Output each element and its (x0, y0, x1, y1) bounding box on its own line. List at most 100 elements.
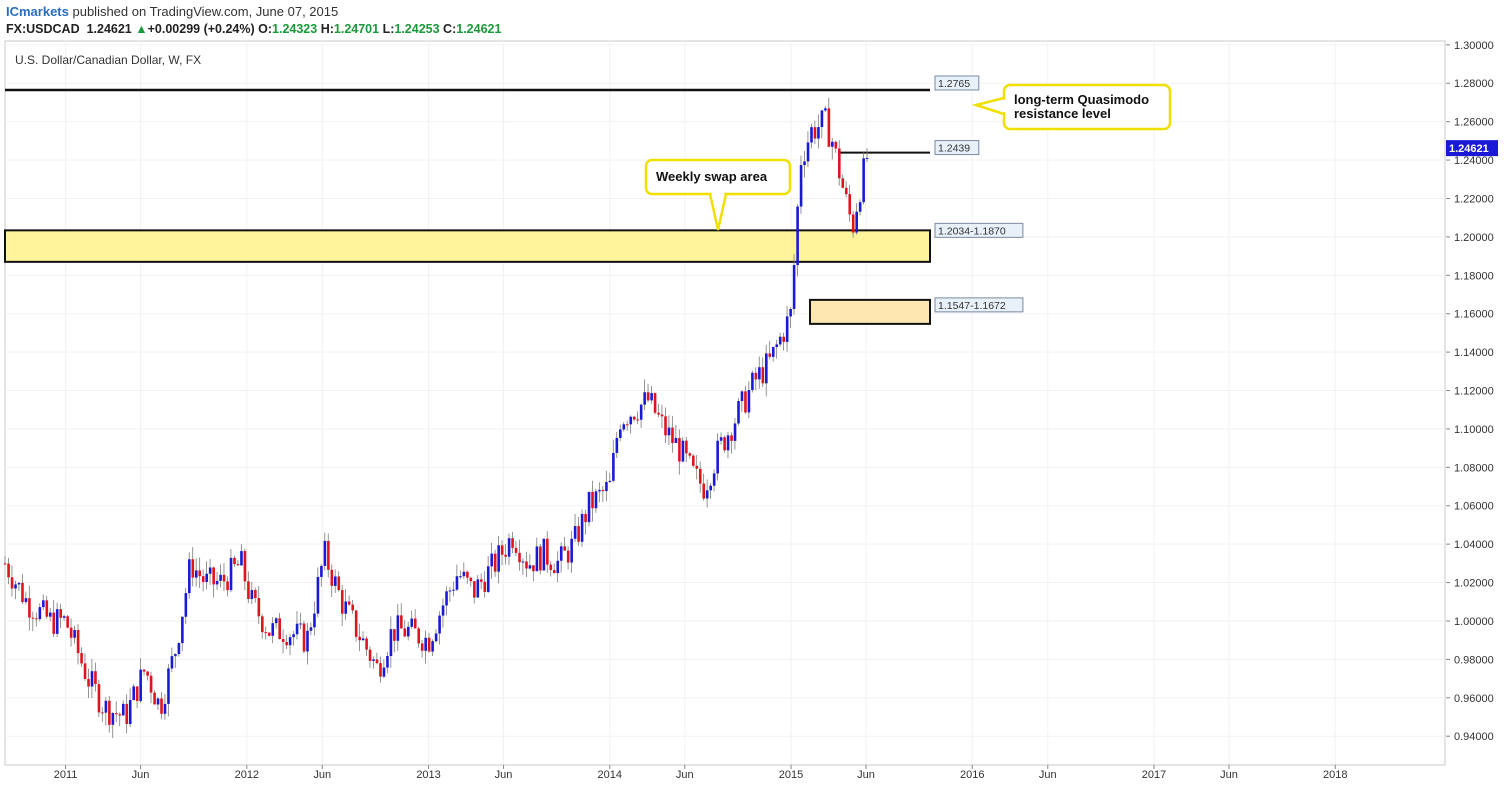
candle-body (281, 639, 285, 643)
candle-body (351, 604, 354, 611)
candle-body (507, 538, 511, 557)
candle-body (21, 582, 24, 603)
candle-body (838, 148, 841, 179)
candle-body (473, 581, 476, 598)
quasimodo-text: long-term Quasimodo resistance level (1014, 92, 1149, 121)
candle-body (730, 435, 733, 441)
pointer-mask (712, 191, 724, 196)
candle-body (619, 429, 622, 438)
y-tick-label: 1.08000 (1454, 462, 1494, 474)
candle-body (153, 692, 156, 705)
candle-body (243, 551, 247, 582)
candle-body (702, 483, 706, 499)
candle-body (539, 546, 542, 571)
candle-body (490, 553, 494, 567)
y-tick-label: 1.14000 (1454, 347, 1494, 359)
candle-body (657, 412, 660, 415)
candle-body (267, 632, 271, 636)
candle-body (7, 563, 10, 578)
candle-body (681, 440, 685, 462)
candle-body (413, 618, 417, 629)
publish-line: ICmarkets published on TradingView.com, … (6, 4, 338, 19)
candle-body (156, 698, 160, 705)
candle-body (546, 538, 549, 565)
candle-body (587, 491, 591, 523)
candle-body (229, 557, 233, 591)
candle-body (740, 391, 744, 402)
candle-body (848, 194, 852, 215)
candle-body (500, 545, 504, 555)
candle-body (80, 653, 83, 664)
candle-body (90, 671, 94, 687)
candle-body (128, 700, 132, 725)
candle-body (278, 618, 281, 640)
candle-body (556, 560, 560, 574)
candle-body (257, 598, 261, 617)
candle-body (302, 623, 306, 652)
x-tick-label: Jun (676, 769, 694, 781)
candle-body (528, 565, 532, 569)
candle-body (201, 576, 205, 582)
candle-body (479, 579, 483, 582)
candle-body (354, 610, 358, 637)
candle-body (810, 127, 813, 143)
candle-body (208, 567, 212, 574)
candle-body (174, 654, 177, 657)
candle-body (212, 567, 215, 585)
candle-body (438, 615, 441, 634)
candle-body (45, 600, 49, 617)
candle-body (532, 565, 535, 572)
x-tick-label: 2017 (1142, 769, 1166, 781)
y-tick-label: 1.22000 (1454, 193, 1494, 205)
author-link[interactable]: ICmarkets (6, 4, 69, 19)
open-value: 1.24323 (272, 22, 318, 36)
callouts: Weekly swap area long-term Quasimodo resis… (644, 83, 1172, 231)
candle-body (566, 550, 570, 563)
x-axis[interactable]: 2011 Jun 2012 Jun 2013 Jun 2014 Jun 2015 Jun 2016 J… (5, 764, 1445, 781)
high-value: 1.24701 (333, 22, 380, 36)
candle-body (448, 590, 452, 592)
y-tick-label: 1.24000 (1454, 155, 1494, 167)
y-tick-label: 1.04000 (1454, 539, 1494, 551)
candle-body (862, 158, 865, 203)
candle-body (320, 565, 323, 577)
candle-body (327, 540, 330, 570)
symbol-label[interactable]: FX:USDCAD (6, 22, 80, 36)
candle-body (358, 636, 361, 641)
candle-body (306, 630, 309, 652)
candle-body (667, 427, 671, 436)
last-price: 1.24621 (86, 22, 132, 36)
candle-body (737, 401, 740, 424)
levels (5, 88, 930, 154)
candle-body (712, 473, 716, 486)
candle-body (66, 616, 69, 628)
candle-body (410, 618, 414, 627)
candle-body (761, 367, 765, 384)
candle-body (841, 178, 845, 188)
candle-body (247, 581, 250, 599)
candle-body (441, 605, 445, 616)
candle-body (292, 634, 295, 638)
swap-zone (4, 229, 931, 263)
swap-area-pointer (708, 193, 728, 231)
candle-body (765, 353, 768, 384)
candle-body (118, 714, 122, 716)
candle-body (570, 538, 573, 563)
candle-body (59, 609, 63, 618)
candle-body (288, 637, 292, 646)
candle-body (382, 667, 386, 677)
candle-body (612, 452, 615, 481)
candle-body (386, 656, 389, 668)
candle-body (94, 671, 97, 685)
y-axis[interactable]: 1.30000 1.28000 1.26000 1.24000 1.22000 1.200… (1446, 40, 1494, 743)
candle-body (372, 659, 375, 661)
y-tick-label: 1.00000 (1454, 616, 1494, 628)
y-tick-label: 0.94000 (1454, 731, 1494, 743)
low-label: L: (382, 22, 395, 36)
candle-body (709, 485, 712, 491)
candle-body (83, 663, 87, 679)
candle-body (55, 609, 59, 634)
candle-body (69, 627, 73, 638)
candle-body (424, 637, 427, 651)
